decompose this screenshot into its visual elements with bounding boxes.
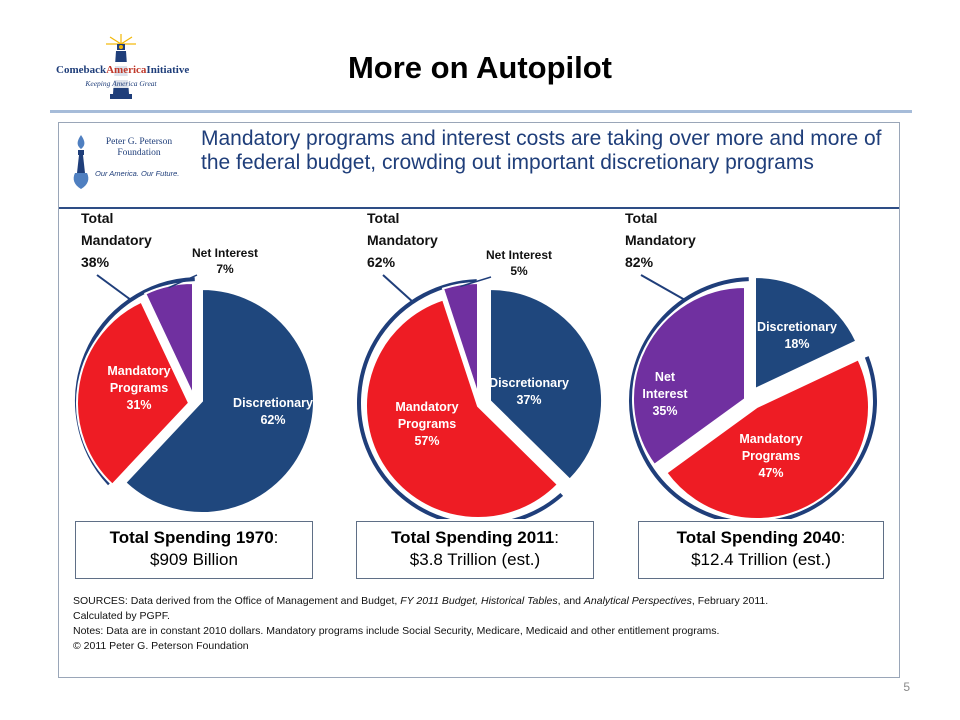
heading-connector <box>640 274 686 301</box>
pie-slice-net-interest <box>441 281 479 396</box>
total-spending-box-2040: Total Spending 2040: $12.4 Trillion (est… <box>638 521 884 579</box>
pie-slice-discretionary <box>123 287 315 514</box>
page-number: 5 <box>903 680 910 694</box>
comeback-america-name: ComebackAmericaInitiative <box>56 64 190 76</box>
pie-charts: Discretionary 62% Mandatory Programs 31% Net … <box>75 210 877 519</box>
peterson-foundation-logo: Peter G. Peterson Foundation Our America… <box>67 131 187 197</box>
comeback-america-logo: ComebackAmericaInitiative Keeping Americ… <box>56 34 190 100</box>
figure-header: Peter G. Peterson Foundation Our America… <box>59 123 899 209</box>
comeback-america-tagline: Keeping America Great <box>56 79 186 88</box>
slice-label: Mandatory Programs 57% <box>395 400 458 448</box>
pie-slice-net-interest <box>143 281 194 396</box>
slice-label: Net Interest 7% <box>192 246 258 276</box>
pie-slice-discretionary <box>754 275 858 391</box>
total-spending-box-1970: Total Spending 1970: $909 Billion <box>75 521 313 579</box>
pie-slice-mandatory-programs <box>76 300 191 487</box>
pie-slice-net-interest <box>632 285 746 467</box>
peterson-foundation-slogan: Our America. Our Future. <box>95 169 180 178</box>
budget-figure: Peter G. Peterson Foundation Our America… <box>58 122 900 678</box>
figure-headline: Mandatory programs and interest costs ar… <box>201 127 882 174</box>
total-spending-value: $909 Billion <box>150 550 238 569</box>
slice-label: Discretionary 18% <box>757 320 837 351</box>
total-spending-value: $3.8 Trillion (est.) <box>409 550 541 569</box>
total-mandatory-label: Total Mandatory 82% <box>625 210 696 270</box>
slice-label: Net Interest 35% <box>642 370 688 418</box>
pie-slice-mandatory-programs <box>664 357 870 519</box>
leader-line <box>460 276 492 288</box>
copyright-line: © 2011 Peter G. Peterson Foundation <box>73 640 249 652</box>
total-spending-box-2011: Total Spending 2011: $3.8 Trillion (est.… <box>356 521 594 579</box>
total-mandatory-label: Total Mandatory 62% <box>367 210 438 270</box>
notes-line: Notes: Data are in constant 2010 dollars… <box>73 625 720 637</box>
heading-connector <box>382 274 414 303</box>
total-mandatory-arc <box>629 277 877 519</box>
total-mandatory-arc <box>357 279 564 519</box>
total-spending-label: Total Spending 2011 <box>391 528 555 547</box>
pie-slice-discretionary <box>489 287 603 481</box>
sources-line: SOURCES: Data derived from the Office of… <box>73 595 769 607</box>
sources-notes: SOURCES: Data derived from the Office of… <box>73 594 893 654</box>
calculated-line: Calculated by PGPF. <box>73 610 170 622</box>
total-mandatory-label: Total Mandatory 38% <box>81 210 152 270</box>
slice-label: Mandatory Programs 31% <box>107 364 170 412</box>
total-spending-label: Total Spending 1970 <box>109 528 274 547</box>
peterson-foundation-name: Peter G. Peterson Foundation <box>105 137 173 158</box>
title-divider <box>50 110 912 113</box>
total-spending-value: $12.4 Trillion (est.) <box>691 550 831 569</box>
heading-connector <box>96 274 132 301</box>
total-spending-label: Total Spending 2040 <box>676 528 841 547</box>
slice-label: Net Interest 5% <box>486 248 552 278</box>
leader-line <box>168 274 198 289</box>
slice-label: Discretionary 37% <box>489 376 569 407</box>
slide-title: More on Autopilot <box>347 50 612 85</box>
torch-icon <box>73 135 89 189</box>
slice-label: Discretionary 62% <box>233 396 313 427</box>
pie-slice-mandatory-programs <box>365 298 560 519</box>
slice-label: Mandatory Programs 47% <box>739 432 802 480</box>
